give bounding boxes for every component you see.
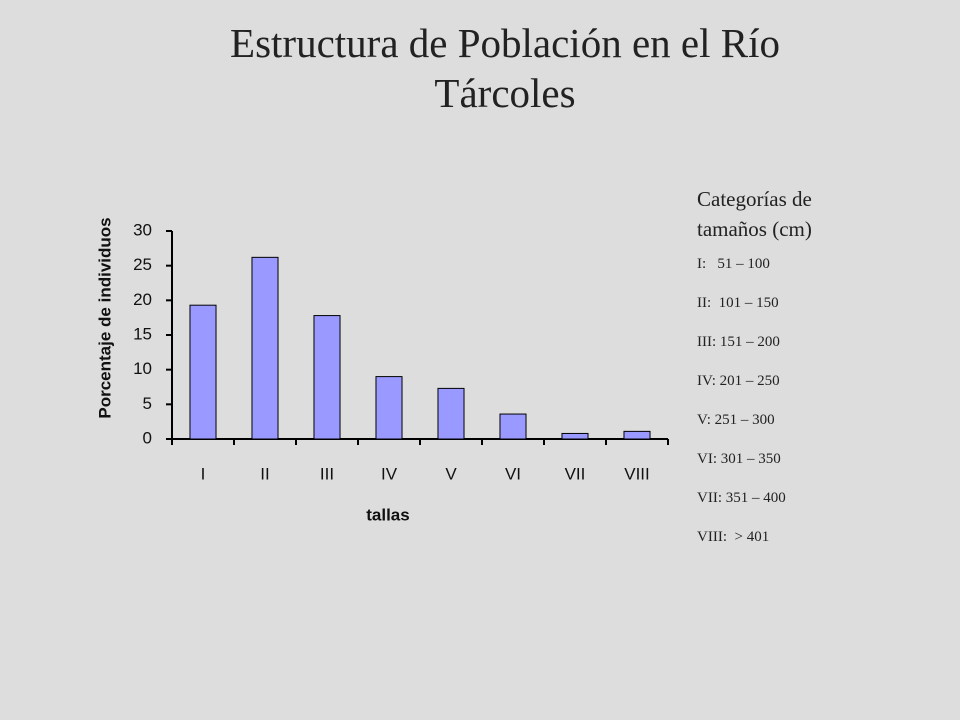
y-tick-label: 30: [133, 220, 152, 239]
x-tick-label: I: [201, 464, 206, 483]
legend-item: II: 101 – 150: [697, 295, 779, 311]
x-tick-label: V: [445, 464, 457, 483]
y-tick-label: 15: [133, 324, 152, 343]
x-tick-label: III: [320, 464, 334, 483]
y-tick-label: 20: [133, 290, 152, 309]
x-tick-label: VIII: [624, 464, 650, 483]
legend-title: Categorías de tamaños (cm): [697, 187, 812, 241]
bar: [499, 413, 527, 440]
x-tick-label: VII: [565, 464, 586, 483]
x-tick-label: II: [260, 464, 269, 483]
legend-item: I: 51 – 100: [697, 256, 770, 272]
legend-item: III: 151 – 200: [697, 334, 780, 350]
x-tick-label: IV: [381, 464, 398, 483]
y-tick-label: 25: [133, 255, 152, 274]
legend-box: Categorías de tamaños (cm) I: 51 – 100 II…: [697, 184, 867, 568]
legend-item: VI: 301 – 350: [697, 451, 781, 467]
chart-title: Estructura de Población en el Río Tárcol…: [230, 20, 780, 116]
y-tick-label: 0: [143, 428, 152, 447]
legend-item: V: 251 – 300: [697, 412, 775, 428]
y-tick-label: 5: [143, 394, 152, 413]
bar: [251, 256, 279, 440]
bar: [189, 304, 217, 440]
bar: [437, 387, 465, 440]
bar: [375, 376, 403, 440]
x-axis-label: tallas: [366, 505, 409, 524]
legend-item: VII: 351 – 400: [697, 490, 786, 506]
x-tick-label: VI: [505, 464, 521, 483]
bar: [561, 432, 589, 440]
bar: [623, 430, 651, 440]
bar: [313, 315, 341, 440]
y-tick-label: 10: [133, 359, 152, 378]
legend-item: IV: 201 – 250: [697, 373, 780, 389]
y-axis-label: Porcentaje de individuos: [95, 217, 114, 418]
legend-item: VIII: > 401: [697, 529, 770, 545]
